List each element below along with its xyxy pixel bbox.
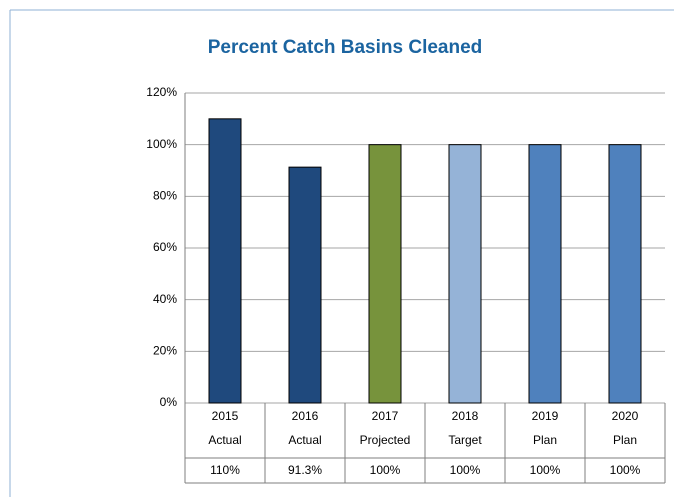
value-label: 91.3% <box>288 463 322 477</box>
x-tick-label: Actual <box>208 433 241 447</box>
x-tick-label: 2018 <box>452 409 479 423</box>
y-tick-label: 120% <box>146 85 177 99</box>
x-tick-label: 2019 <box>532 409 559 423</box>
y-tick-label: 80% <box>153 189 177 203</box>
x-tick-label: 2017 <box>372 409 399 423</box>
value-label: 100% <box>370 463 401 477</box>
x-tick-label: Projected <box>360 433 411 447</box>
x-tick-label: 2020 <box>612 409 639 423</box>
value-label: 100% <box>610 463 641 477</box>
value-label: 100% <box>450 463 481 477</box>
x-tick-label: Plan <box>613 433 637 447</box>
bar <box>208 118 242 404</box>
bar <box>608 144 642 404</box>
y-tick-label: 40% <box>153 292 177 306</box>
x-tick-label: 2015 <box>212 409 239 423</box>
x-tick-label: Plan <box>533 433 557 447</box>
y-tick-label: 60% <box>153 240 177 254</box>
bar <box>288 166 322 404</box>
bar <box>368 144 402 404</box>
y-tick-label: 0% <box>160 395 178 409</box>
x-tick-label: 2016 <box>292 409 319 423</box>
y-tick-label: 100% <box>146 137 177 151</box>
y-tick-label: 20% <box>153 344 177 358</box>
bar <box>528 144 562 404</box>
x-tick-label: Target <box>448 433 482 447</box>
value-label: 100% <box>530 463 561 477</box>
chart-title: Percent Catch Basins Cleaned <box>208 37 483 58</box>
value-label: 110% <box>210 463 240 477</box>
bar <box>448 144 482 404</box>
x-tick-label: Actual <box>288 433 321 447</box>
